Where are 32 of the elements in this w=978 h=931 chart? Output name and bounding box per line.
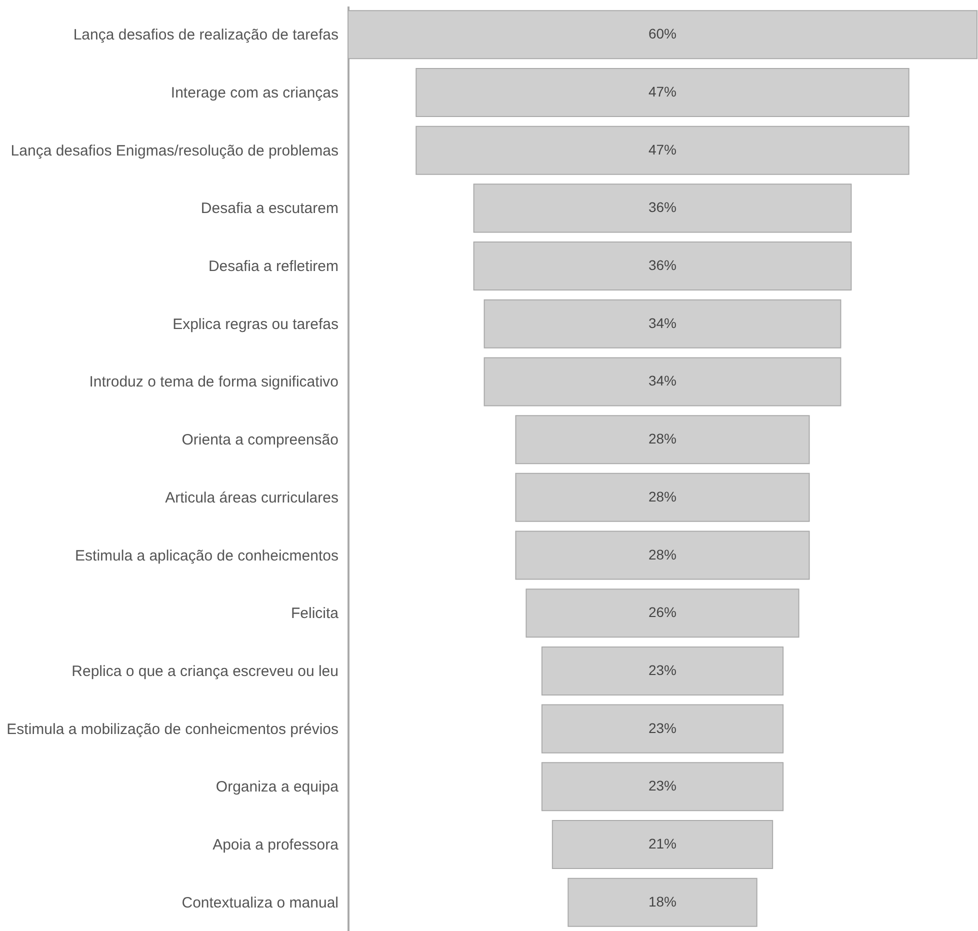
- category-label: Interage com as crianças: [170, 84, 338, 102]
- category-label: Articula áreas curriculares: [165, 489, 338, 506]
- category-label: Desafia a refletirem: [208, 258, 338, 276]
- data-label: 36%: [648, 257, 677, 274]
- category-label: Apoia a professora: [212, 836, 340, 854]
- category-label: Contextualiza o manual: [182, 894, 338, 912]
- data-label: 28%: [648, 430, 677, 447]
- category-label: Organiza a equipa: [216, 778, 340, 796]
- data-label: 23%: [648, 778, 677, 794]
- data-label: 18%: [648, 893, 677, 910]
- category-label: Lança desafios Enigmas/resolução de problemas: [10, 142, 338, 160]
- category-label: Orienta a compreensão: [182, 432, 338, 449]
- category-label: Felicita: [290, 605, 340, 622]
- data-label: 26%: [648, 604, 677, 620]
- data-label: 34%: [648, 314, 677, 331]
- data-label: 28%: [648, 488, 677, 504]
- data-label: 60%: [648, 26, 677, 42]
- data-label: 23%: [648, 720, 677, 736]
- category-label: Introduz o tema de forma significativo: [89, 374, 338, 391]
- category-label: Desafia a escutarem: [200, 200, 338, 218]
- category-label: Lança desafios de realização de tarefas: [73, 26, 338, 44]
- data-label: 47%: [648, 141, 677, 158]
- category-label: Explica regras ou tarefas: [172, 316, 338, 333]
- data-label: 36%: [648, 199, 677, 216]
- data-label: 21%: [648, 836, 677, 852]
- data-label: 47%: [648, 83, 677, 100]
- data-label: 23%: [648, 662, 677, 678]
- category-label: Estimula a aplicação de conheicmentos: [75, 547, 338, 564]
- data-label: 28%: [648, 546, 677, 562]
- category-label: Estimula a mobilização de conheicmentos prévios: [6, 720, 338, 738]
- category-label: Replica o que a criança escreveu ou leu: [72, 662, 338, 680]
- data-label: 34%: [648, 372, 677, 389]
